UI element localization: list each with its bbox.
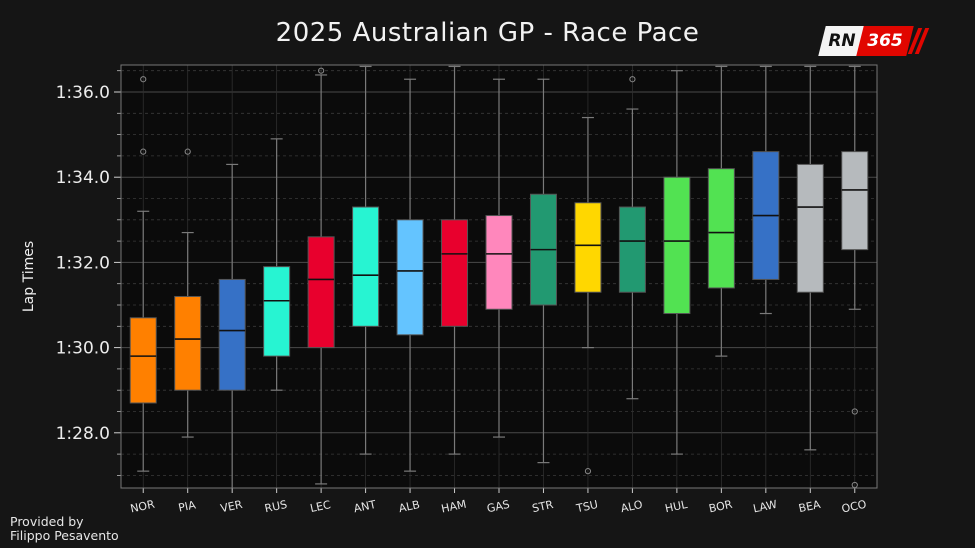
y-tick-label: 1:36.0	[56, 83, 110, 103]
x-tick-label: ANT	[353, 498, 378, 515]
box-ant	[352, 206, 380, 327]
box-tsu	[574, 202, 602, 293]
box-alo	[618, 206, 646, 293]
outlier-point	[318, 67, 325, 74]
box-bea	[796, 163, 824, 293]
x-tick-label: PIA	[177, 498, 197, 514]
box-ver	[218, 278, 246, 391]
x-tick-label: TSU	[574, 498, 599, 515]
box-rus	[263, 266, 291, 357]
y-tick-label: 1:28.0	[56, 424, 110, 444]
y-axis-label: Lap Times	[21, 241, 37, 312]
chart-title: 2025 Australian GP - Race Pace	[275, 18, 700, 48]
x-tick-label: OCO	[840, 498, 867, 516]
x-tick-label: ALB	[398, 498, 421, 515]
outlier-point	[140, 76, 147, 83]
x-tick-label: VER	[219, 498, 244, 515]
y-tick-label: 1:30.0	[56, 339, 110, 359]
box-gas	[485, 215, 513, 310]
outlier-point	[140, 148, 147, 155]
x-tick-label: ALO	[620, 498, 644, 515]
x-tick-label: RUS	[263, 498, 288, 515]
box-hul	[663, 176, 691, 315]
x-tick-label: LAW	[752, 498, 778, 516]
x-tick-label: BOR	[708, 498, 734, 516]
x-tick-label: GAS	[486, 498, 511, 516]
box-alb	[396, 219, 424, 336]
credit-line-2: Filippo Pesavento	[10, 528, 119, 543]
x-tick-label: NOR	[129, 498, 156, 516]
outlier-point	[584, 468, 592, 475]
x-tick-label: STR	[531, 498, 555, 515]
x-tick-label: HAM	[440, 498, 467, 516]
outlier-point	[851, 408, 858, 415]
credit-line-1: Provided by	[10, 514, 84, 529]
outlier-point	[184, 148, 191, 155]
outlier-point	[629, 76, 636, 83]
box-lec	[307, 236, 335, 349]
x-tick-label: BEA	[797, 498, 822, 515]
credit-text: Provided by Filippo Pesavento	[10, 515, 119, 543]
plot-frame	[120, 64, 878, 489]
box-bor	[707, 168, 735, 289]
box-nor	[129, 317, 157, 404]
x-tick-label: LEC	[309, 498, 332, 515]
y-tick-label: 1:32.0	[56, 253, 110, 273]
x-tick-label: HUL	[664, 498, 690, 516]
box-oco	[841, 151, 869, 251]
box-ham	[441, 219, 469, 327]
box-pia	[174, 295, 202, 391]
y-tick-label: 1:34.0	[56, 168, 110, 188]
